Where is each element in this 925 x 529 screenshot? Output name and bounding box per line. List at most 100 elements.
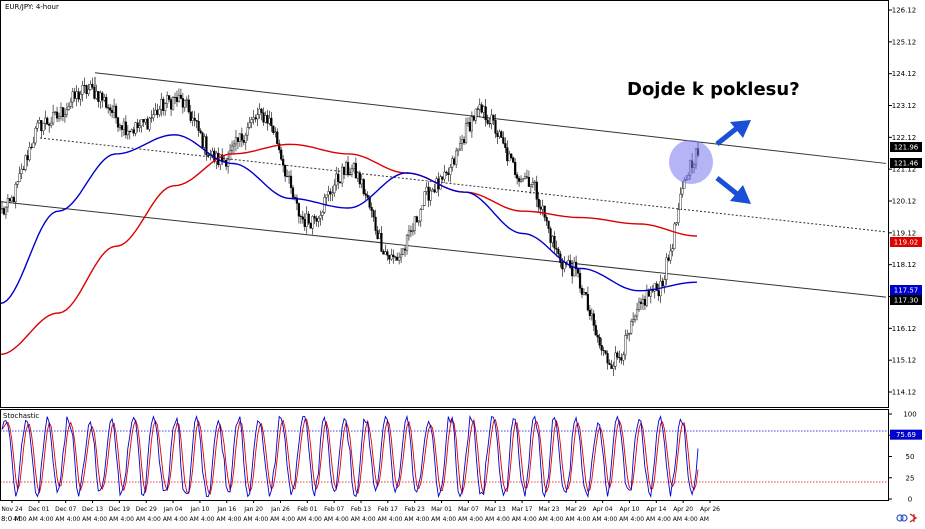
x-tick-label: Jan 04	[163, 506, 183, 513]
x-tick-label: Dec 19	[109, 506, 130, 513]
candle-body	[305, 213, 308, 227]
candle-body	[537, 199, 540, 208]
candle-body	[148, 117, 151, 130]
candle-body	[124, 121, 127, 136]
candle-body	[256, 114, 259, 120]
candle-body	[632, 319, 635, 322]
y-tick-label: 120.12	[892, 198, 917, 206]
x-tick-label: Jan 16	[216, 506, 236, 513]
candle-body	[411, 229, 415, 232]
candle-body	[614, 352, 617, 367]
candle-body	[276, 131, 279, 144]
candle-body	[635, 309, 639, 317]
link-icon[interactable]	[896, 514, 908, 522]
x-tick-label: Dec 13	[82, 506, 103, 513]
candle-body	[459, 143, 462, 150]
x-tick-label: Apr 14	[646, 506, 666, 513]
candle-body	[53, 111, 57, 113]
candle-body	[494, 120, 497, 134]
candle-body	[284, 164, 287, 177]
x-time-label: 4:00 AM	[13, 516, 38, 523]
x-time-label: 4:00 AM	[120, 516, 145, 523]
candle-body	[352, 163, 356, 170]
candle-body	[405, 235, 409, 251]
candle-body	[517, 178, 521, 182]
candle-body	[287, 175, 291, 177]
candle-body	[386, 251, 389, 256]
candle-body	[132, 129, 135, 134]
candle-body	[297, 203, 300, 217]
candle-body	[40, 120, 43, 132]
candle-body	[598, 337, 601, 346]
candle-body	[433, 189, 436, 193]
moving-averages	[0, 134, 698, 356]
candle-body	[637, 301, 641, 310]
candle-body	[633, 315, 637, 320]
candle-body	[20, 168, 23, 174]
candle-body	[403, 248, 407, 251]
x-tick-label: Feb 07	[324, 506, 344, 513]
candle-body	[360, 179, 363, 185]
candle-body	[620, 357, 623, 361]
candle-body	[203, 136, 206, 148]
candle-body	[578, 273, 582, 289]
candle-body	[423, 191, 426, 206]
candle-body	[417, 220, 420, 223]
candles	[0, 77, 700, 376]
x-tick-label: Apr 04	[593, 506, 613, 513]
candle-body	[657, 290, 660, 297]
candle-body	[510, 153, 513, 159]
candle-body	[476, 108, 479, 110]
candle-body	[474, 108, 477, 121]
candle-body	[398, 256, 401, 261]
candle-body	[311, 216, 314, 229]
candle-body	[388, 255, 391, 260]
candle-body	[390, 254, 393, 260]
price-tag-bg	[890, 285, 922, 295]
arrow-down-head	[730, 185, 751, 204]
candle-body	[181, 98, 184, 108]
candle-body	[453, 158, 456, 165]
candle-body	[301, 216, 304, 220]
candle-body	[602, 350, 605, 352]
candle-body	[30, 146, 33, 148]
candle-body	[553, 236, 556, 249]
candle-body	[486, 119, 489, 124]
candle-body	[193, 117, 196, 121]
candle-body	[177, 94, 181, 102]
candle-body	[394, 256, 397, 258]
x-time-label: 4:00 AM	[550, 516, 575, 523]
candle-body	[643, 299, 647, 306]
candle-body	[419, 209, 422, 222]
candle-body	[516, 174, 519, 179]
candle-body	[470, 116, 473, 132]
x-time-label: 4:00 AM	[335, 516, 360, 523]
candle-body	[77, 91, 80, 100]
candle-body	[103, 96, 106, 101]
candle-body	[435, 178, 438, 193]
candle-body	[28, 146, 31, 161]
candle-body	[400, 254, 403, 258]
x-tick-label: Apr 10	[620, 506, 640, 513]
x-tick-label: Dec 07	[55, 506, 76, 513]
candle-body	[0, 208, 4, 210]
candle-body	[681, 188, 684, 195]
candle-body	[335, 173, 338, 186]
candle-body	[244, 134, 247, 143]
candle-body	[661, 280, 664, 287]
candle-body	[189, 111, 192, 121]
candle-body	[604, 350, 607, 354]
candle-body	[502, 137, 505, 144]
x-tick-label: Dec 01	[28, 506, 49, 513]
candle-body	[645, 290, 648, 306]
price-tag-label: 121.96	[894, 144, 919, 152]
x-time-label: 4:00 AM	[604, 516, 629, 523]
candle-body	[2, 208, 6, 215]
symbol-label: EUR/JPY: 4-hour	[5, 3, 59, 11]
scroll-right-icon[interactable]	[909, 513, 918, 523]
candle-body	[460, 139, 464, 144]
price-panel-frame	[0, 0, 889, 408]
candle-body	[415, 216, 418, 223]
